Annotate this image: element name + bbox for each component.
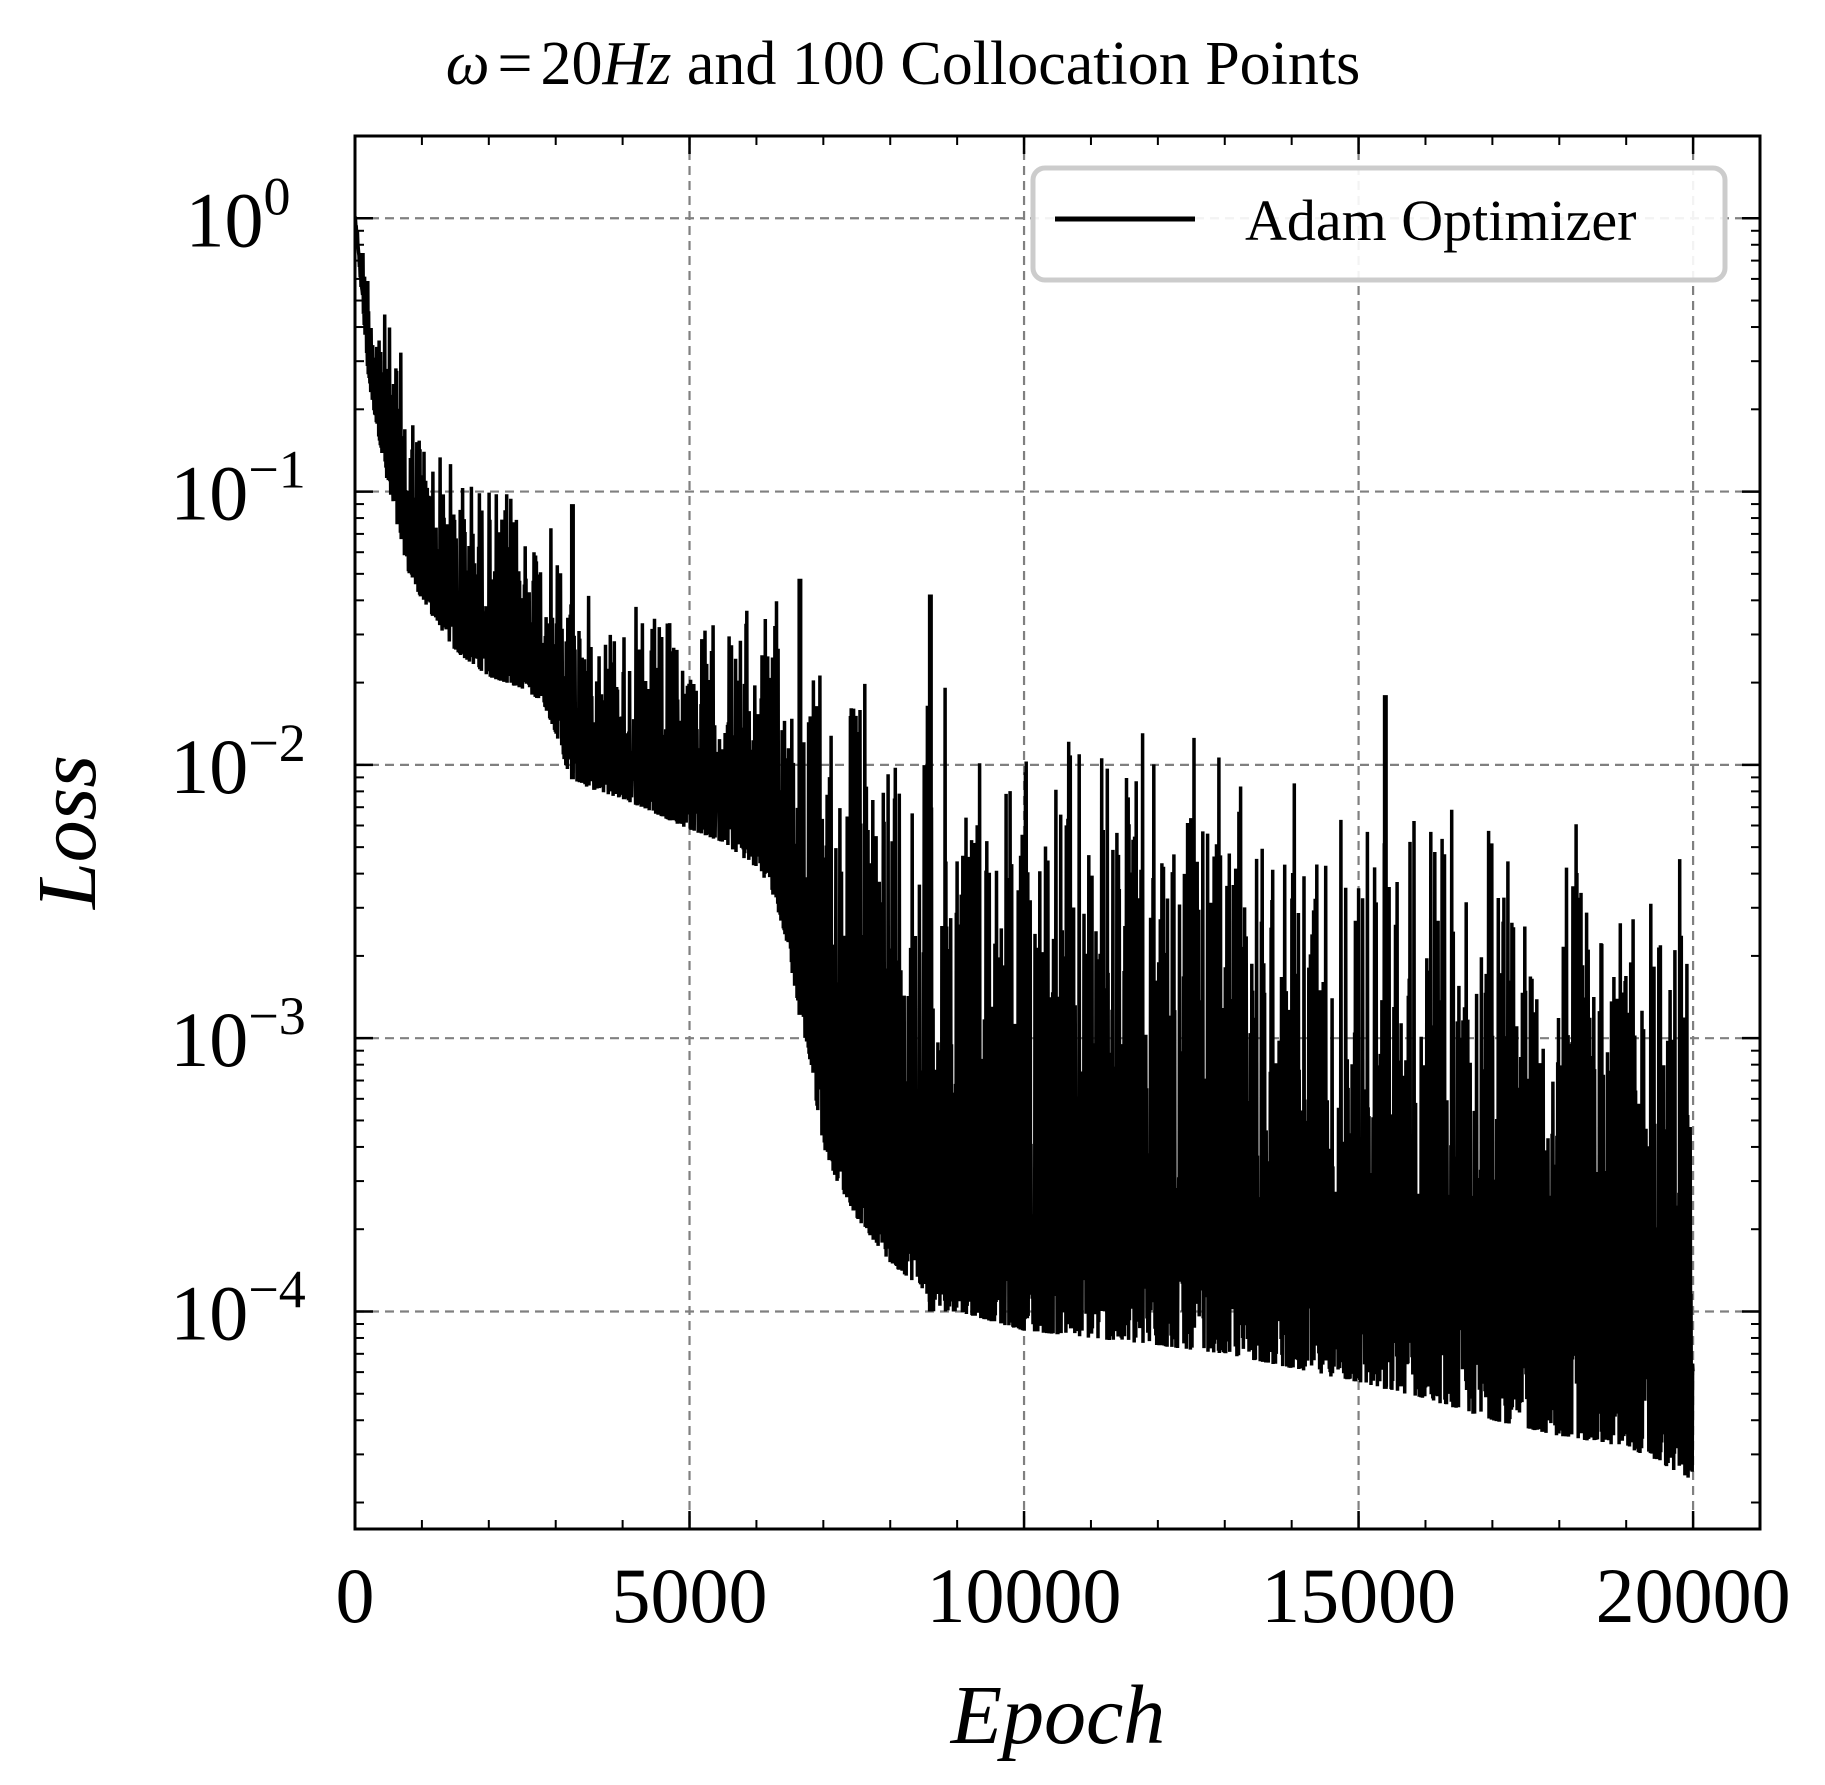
x-axis-label: Epoch <box>950 1669 1166 1762</box>
y-tick-label: 100 <box>186 166 291 263</box>
x-tick-label: 10000 <box>927 1552 1122 1639</box>
plot-frame <box>353 134 1762 1531</box>
y-tick-label: 10−3 <box>170 986 305 1083</box>
axis-ticks <box>353 135 1760 1529</box>
x-tick-label: 15000 <box>1261 1552 1456 1639</box>
y-tick-label: 10−1 <box>170 440 305 537</box>
legend-box <box>1030 165 1728 283</box>
x-tick-label: 20000 <box>1596 1552 1791 1639</box>
chart-title: ω = 20Hz and 100 Collocation Points <box>446 30 1361 98</box>
legend: Adam Optimizer <box>1030 165 1728 283</box>
x-tick-label: 5000 <box>612 1552 768 1639</box>
y-tick-label: 10−2 <box>170 713 305 810</box>
x-tick-labels: 0 5000 10000 15000 20000 <box>336 1552 1791 1639</box>
legend-label-adam-optimizer: Adam Optimizer <box>1245 188 1636 253</box>
y-tick-labels: 100 10−1 10−2 10−3 10−4 <box>170 166 305 1356</box>
series-adam-optimizer <box>353 216 1695 1478</box>
x-tick-label: 0 <box>336 1552 375 1639</box>
y-axis-label: Loss <box>21 755 114 910</box>
y-tick-label: 10−4 <box>170 1259 305 1356</box>
loss-line <box>353 216 1695 1478</box>
